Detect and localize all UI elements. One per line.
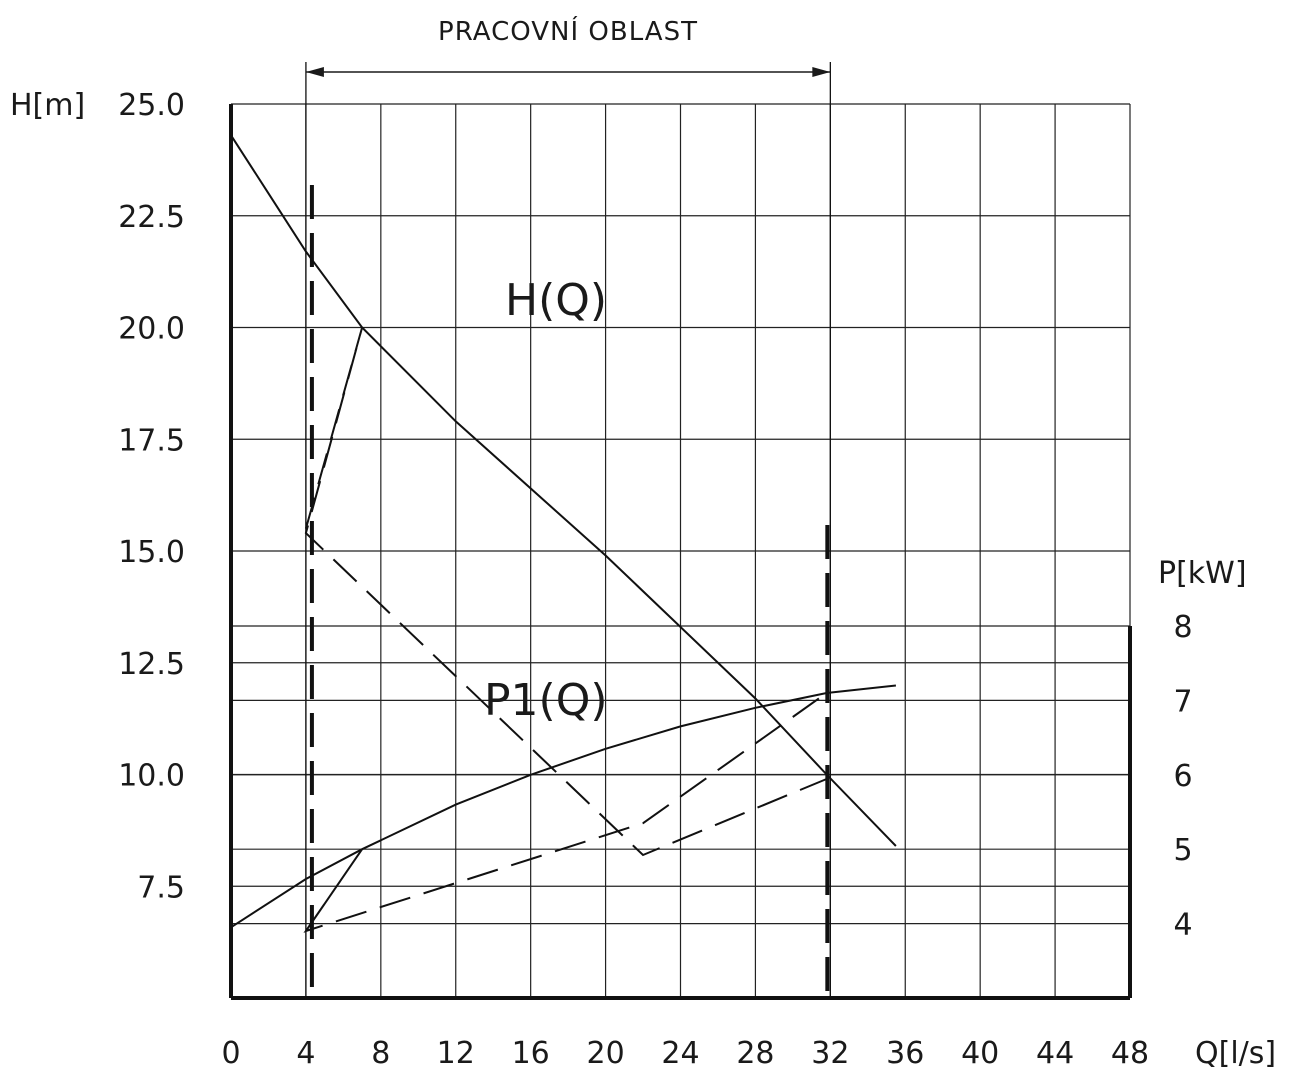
y-left-tick-label: 7.5 [137, 870, 185, 905]
series-h-dashed [304, 327, 827, 857]
x-axis-label: Q[l/s] [1195, 1036, 1276, 1071]
y-right-tick-label: 6 [1173, 759, 1192, 794]
y-left-tick-label: 10.0 [118, 759, 185, 794]
x-tick-label: 16 [512, 1036, 550, 1071]
y-right-axis-label: P[kW] [1158, 556, 1247, 591]
x-tick-label: 0 [221, 1036, 240, 1071]
y-left-tick-label: 12.5 [118, 647, 185, 682]
y-right-tick-label: 5 [1173, 833, 1192, 868]
y-right-tick-label: 8 [1173, 610, 1192, 645]
arrow-left-icon [305, 67, 324, 77]
x-tick-label: 32 [811, 1036, 849, 1071]
x-tick-label: 24 [661, 1036, 699, 1071]
y-left-axis-label: H[m] [10, 88, 85, 123]
y-left-tick-label: 25.0 [118, 88, 185, 123]
working-region-label: PRACOVNÍ OBLAST [438, 15, 698, 47]
y-left-tick-label: 22.5 [118, 200, 185, 235]
series-lines [230, 134, 897, 933]
x-tick-label: 48 [1111, 1036, 1149, 1071]
series-h-curve [230, 134, 897, 847]
tick-labels: 0 4 8 12 16 20 24 28 32 36 40 44 487.510.012.515.017… [118, 88, 1192, 1071]
arrow-right-icon [812, 67, 831, 77]
plot-frame [229, 104, 1132, 1000]
x-tick-label: 20 [586, 1036, 624, 1071]
working-region-markers [305, 62, 831, 998]
series-p1-curve [230, 684, 897, 929]
series-label-p1: P1(Q) [484, 675, 608, 726]
y-left-tick-label: 17.5 [118, 423, 185, 458]
series-label-h: H(Q) [505, 275, 607, 326]
x-tick-label: 12 [437, 1036, 475, 1071]
grid [230, 103, 1131, 998]
y-right-tick-label: 7 [1173, 684, 1192, 719]
x-tick-label: 4 [296, 1036, 315, 1071]
y-left-tick-label: 15.0 [118, 535, 185, 570]
x-tick-label: 44 [1036, 1036, 1074, 1071]
x-tick-label: 8 [371, 1036, 390, 1071]
x-tick-label: 36 [886, 1036, 924, 1071]
x-tick-label: 28 [736, 1036, 774, 1071]
series-p1-dashed [303, 692, 828, 933]
y-left-tick-label: 20.0 [118, 312, 185, 347]
y-right-tick-label: 4 [1173, 908, 1192, 943]
x-tick-label: 40 [961, 1036, 999, 1071]
working-region: PRACOVNÍ OBLAST [305, 15, 831, 77]
